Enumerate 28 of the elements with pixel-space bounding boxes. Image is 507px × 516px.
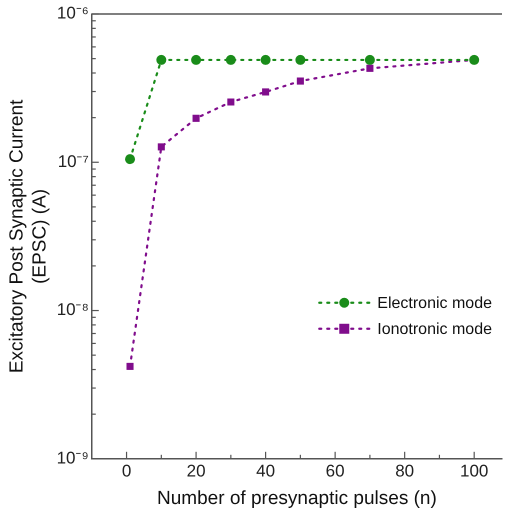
point — [226, 54, 236, 65]
y-axis-title: Excitatory Post Synaptic Current (EPSC) (A) — [6, 98, 50, 374]
x-tick-label: 80 — [395, 462, 414, 481]
x-tick-label: 20 — [186, 462, 206, 481]
point — [156, 54, 166, 65]
point — [227, 98, 234, 106]
point — [191, 54, 202, 65]
x-axis-title: Number of presynaptic pulses (n) — [156, 488, 437, 509]
point — [296, 78, 304, 85]
x-tick-label: 100 — [460, 462, 488, 481]
point — [192, 114, 200, 122]
x-tick-label: 60 — [326, 462, 345, 481]
point — [364, 54, 375, 65]
x-tick-label: 40 — [256, 462, 276, 481]
point — [295, 54, 306, 65]
y-tick-label: 10⁻⁹ — [56, 448, 89, 468]
legend-label: Ionotronic mode — [377, 321, 492, 338]
point — [126, 362, 134, 370]
point — [158, 143, 165, 150]
point — [260, 54, 271, 65]
y-tick-label: 10⁻⁸ — [56, 300, 89, 320]
point — [366, 64, 374, 72]
y-tick-label: 10⁻⁶ — [56, 4, 89, 23]
point — [125, 154, 136, 164]
point — [262, 88, 270, 96]
x-tick-label: 0 — [122, 462, 132, 481]
legend-label: Electronic mode — [377, 295, 492, 312]
y-tick-label: 10⁻⁷ — [58, 152, 89, 171]
